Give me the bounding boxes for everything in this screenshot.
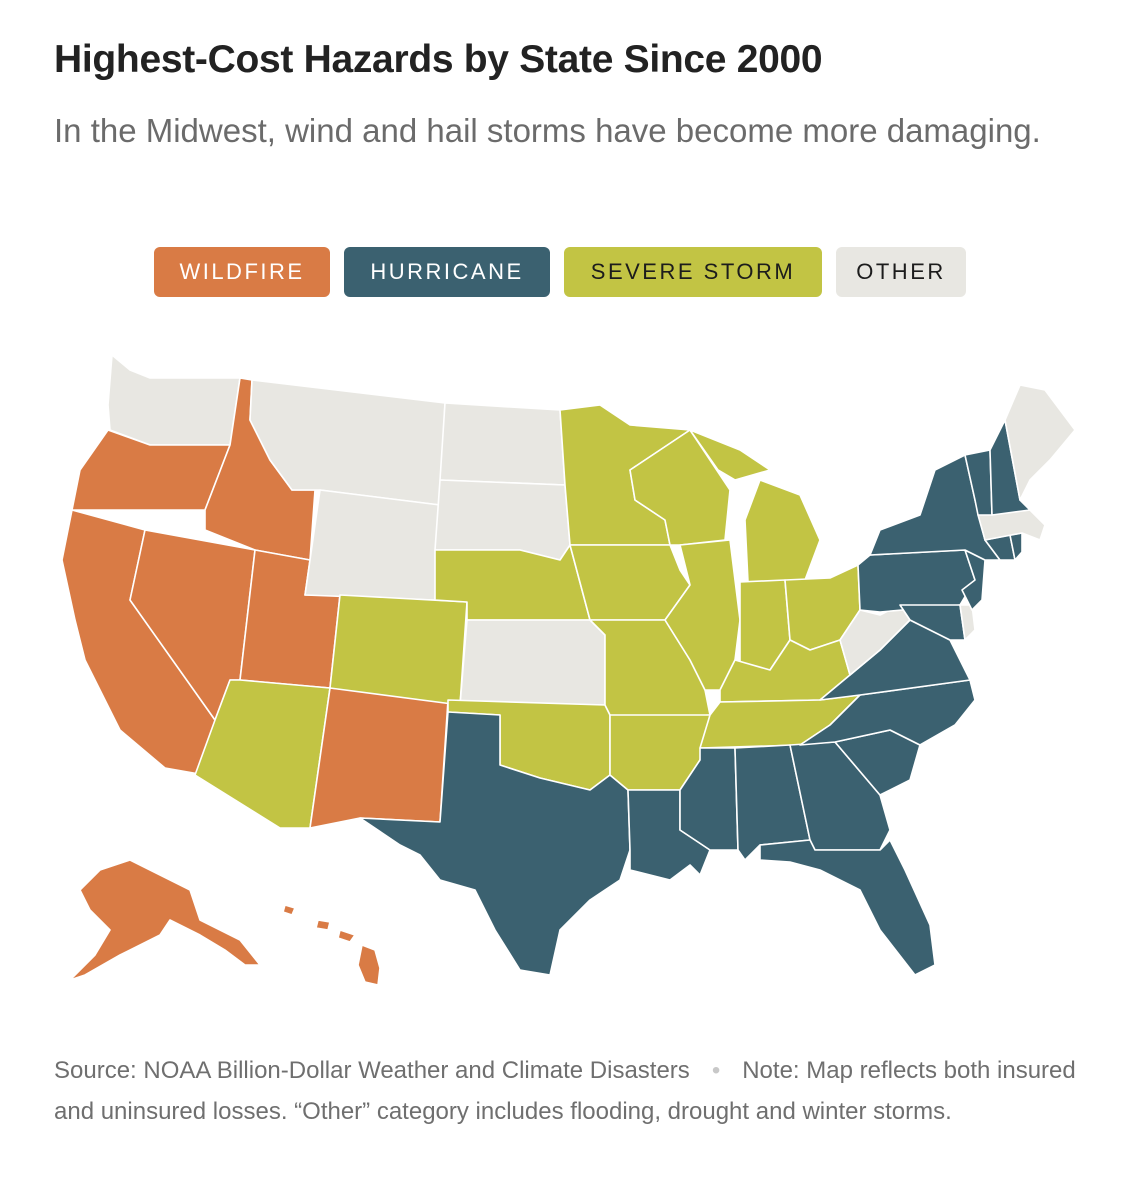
state-ME [1004,384,1076,501]
state-ND [439,402,566,486]
state-NM [309,687,449,829]
chart-title: Highest-Cost Hazards by State Since 2000 [54,38,823,81]
state-NH [989,419,1031,516]
state-SD [434,479,571,561]
state-FL [759,839,936,976]
state-KS [459,619,606,706]
state-WA [107,354,241,446]
footer-note: Source: NOAA Billion-Dollar Weather and … [54,1050,1094,1132]
legend-severe-storm: SEVERE STORM [564,247,822,297]
legend: WILDFIRE HURRICANE SEVERE STORM OTHER [154,247,966,297]
source-text: Source: NOAA Billion-Dollar Weather and … [54,1057,690,1084]
state-MD [899,604,966,641]
state-MI [744,479,821,583]
note-text: Note: Map reflects both insured and unin… [54,1057,1076,1125]
state-IA [569,544,691,621]
state-PA [857,549,976,613]
state-AK [69,859,261,981]
state-MI-up [689,429,771,481]
state-IL [664,539,741,691]
chart-subtitle: In the Midwest, wind and hail storms hav… [54,112,1041,149]
legend-wildfire: WILDFIRE [154,247,330,297]
state-VT [964,449,993,516]
state-DE [959,604,976,641]
legend-other: OTHER [836,247,966,297]
legend-hurricane: HURRICANE [344,247,550,297]
state-HI [282,904,381,986]
state-TX [359,711,631,976]
state-CO [329,594,468,706]
separator-dot: • [711,1057,721,1084]
state-WY [304,489,441,601]
us-hazard-map [61,354,1076,986]
